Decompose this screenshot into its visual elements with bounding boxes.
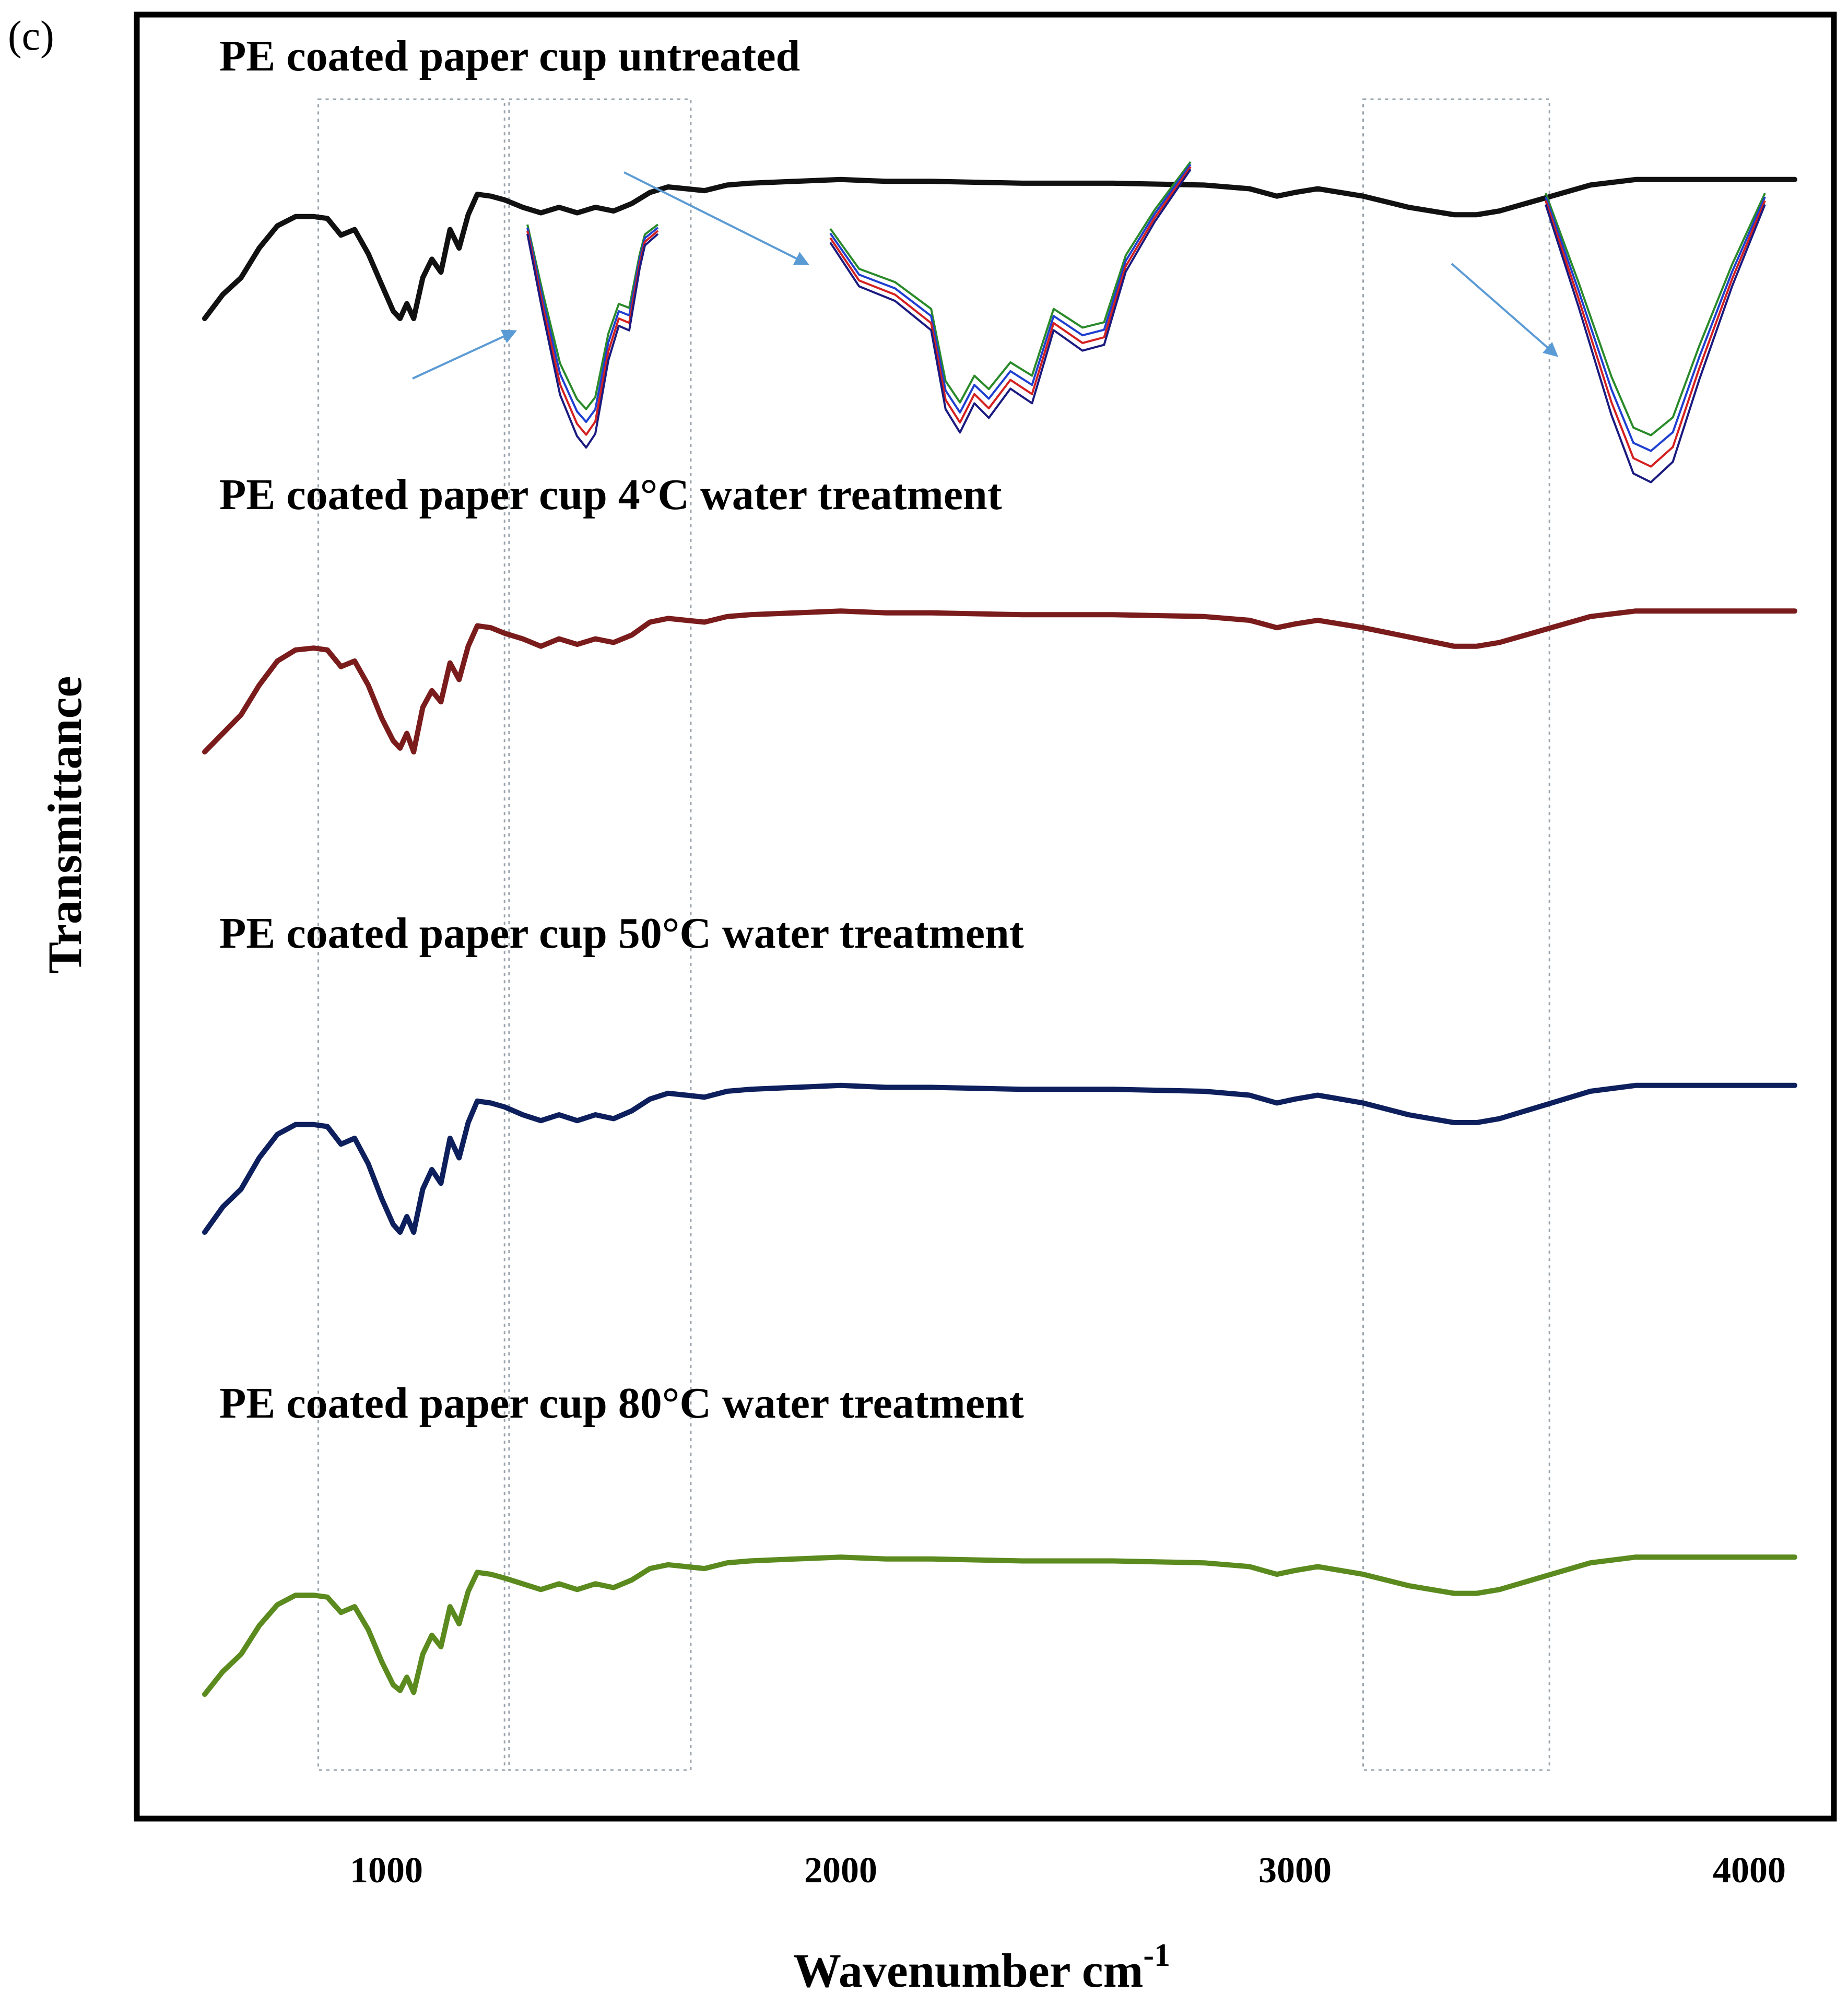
- highlight-region-2: [508, 98, 692, 1771]
- inset-3-line-2: [1545, 196, 1766, 452]
- curve-label-2: PE coated paper cup 4°C water treatment: [219, 470, 1002, 519]
- inset-arrows: [412, 171, 1559, 380]
- spectra-curves: [202, 176, 1797, 1697]
- inset-1-line-1: [526, 223, 659, 410]
- inset-1: [526, 223, 659, 449]
- inset-3-line-4: [1545, 204, 1766, 483]
- inset-2-line-4: [829, 169, 1192, 434]
- x-tick-label-4000: 4000: [1713, 1850, 1786, 1891]
- inset-2-line-2: [829, 163, 1192, 414]
- inset-3: [1545, 193, 1766, 483]
- spectrum-line-2: [202, 608, 1797, 754]
- x-tick-label-3000: 3000: [1258, 1850, 1332, 1891]
- inset-arrow-2: [623, 171, 810, 265]
- x-tick-label-2000: 2000: [804, 1850, 877, 1891]
- inset-zooms: [526, 161, 1766, 483]
- spectrum-line-1: [202, 176, 1797, 321]
- inset-3-line-1: [1545, 193, 1766, 437]
- inset-1-line-2: [526, 227, 659, 423]
- curve-label-3: PE coated paper cup 50°C water treatment: [219, 909, 1024, 958]
- x-axis-title: Wavenumber cm-1: [793, 1938, 1170, 1997]
- panel-label: (c): [8, 13, 54, 59]
- highlight-regions: [317, 98, 1550, 1771]
- inset-arrow-3: [1451, 263, 1559, 357]
- y-axis-title: Transmittance: [38, 676, 91, 974]
- curve-label-4: PE coated paper cup 80°C water treatment: [219, 1379, 1024, 1428]
- plot-frame: [134, 11, 1837, 1822]
- curve-labels: PE coated paper cup untreated PE coated p…: [219, 32, 1024, 1428]
- x-tick-label-1000: 1000: [350, 1850, 423, 1891]
- inset-3-line-3: [1545, 200, 1766, 468]
- x-axis-title-text: Wavenumber cm: [793, 1944, 1143, 1997]
- curve-label-1: PE coated paper cup untreated: [219, 32, 800, 80]
- inset-2: [829, 161, 1192, 434]
- x-axis-title-superscript: -1: [1143, 1938, 1170, 1973]
- inset-1-line-4: [526, 233, 659, 449]
- inset-2-line-1: [829, 161, 1192, 404]
- spectrum-line-3: [202, 1082, 1797, 1235]
- inset-2-line-3: [829, 166, 1192, 424]
- inset-arrow-1: [412, 329, 517, 380]
- spectrum-line-4: [202, 1554, 1797, 1697]
- x-tick-labels: 1000 2000 3000 4000: [350, 1850, 1786, 1891]
